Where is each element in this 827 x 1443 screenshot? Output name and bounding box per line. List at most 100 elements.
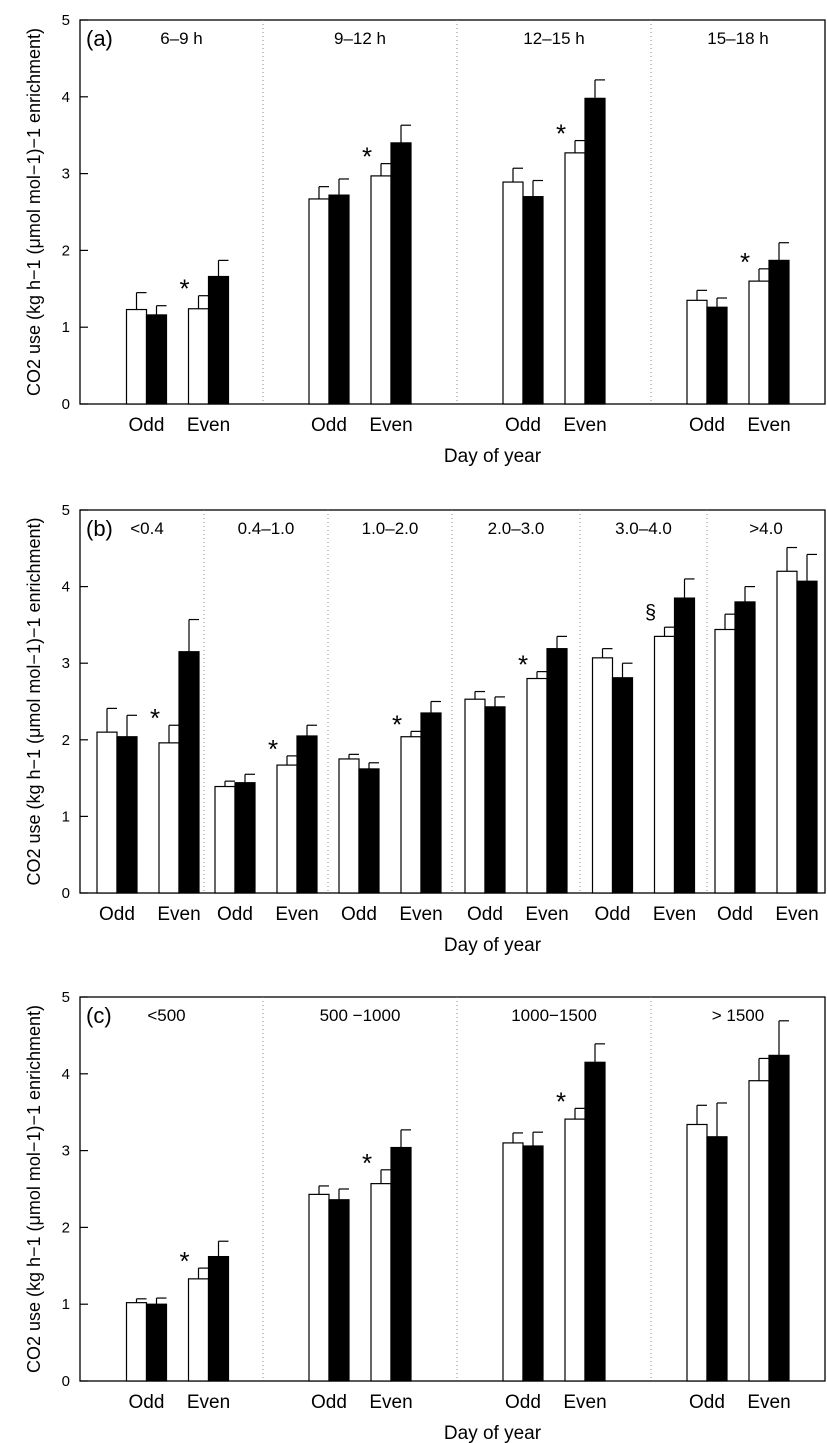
bar-odd-open	[686, 1123, 708, 1382]
bar-even-filled	[420, 712, 442, 894]
significance-marker: *	[179, 1246, 189, 1276]
bar-even-open	[370, 1183, 392, 1382]
bar-odd-open	[502, 181, 524, 405]
bar-even-filled	[207, 275, 230, 405]
bar-even-filled	[673, 597, 696, 894]
x-category-label: Even	[653, 904, 696, 925]
x-category-label: Even	[563, 415, 606, 436]
x-category-label: Odd	[311, 415, 347, 436]
bar-even-open	[187, 308, 210, 405]
bar-even-filled	[207, 1255, 230, 1382]
plot-frame	[79, 19, 826, 405]
y-tick-label: 5	[62, 502, 70, 519]
bar-odd-filled	[328, 1199, 350, 1382]
panel-tag: (a)	[86, 26, 113, 51]
x-category-label: Odd	[341, 904, 377, 925]
group-label: >4.0	[749, 519, 783, 538]
y-tick-label: 1	[62, 319, 70, 336]
bar-even-filled	[796, 580, 818, 894]
bar-odd-filled	[145, 314, 168, 405]
significance-marker: *	[362, 1148, 372, 1178]
y-tick-label: 1	[62, 1296, 70, 1313]
bar-odd-filled	[611, 677, 634, 894]
group-label: 9–12 h	[334, 29, 386, 48]
x-category-label: Even	[187, 1392, 230, 1413]
y-tick-label: 3	[62, 166, 70, 183]
significance-marker: *	[556, 119, 566, 149]
group-label: 1.0–2.0	[362, 519, 419, 538]
x-category-label: Even	[369, 1392, 412, 1413]
bar-odd-open	[214, 785, 236, 894]
significance-marker: *	[150, 703, 160, 733]
bar-even-filled	[178, 651, 200, 894]
x-axis-label: Day of year	[444, 1423, 542, 1443]
group-label: 6–9 h	[160, 29, 203, 48]
y-tick-label: 3	[62, 655, 70, 672]
group-label: 12–15 h	[523, 29, 584, 48]
bar-odd-open	[714, 628, 736, 894]
y-axis-label: CO2 use (kg h−1 (μmol mol−1)−1 enrichmen…	[24, 28, 44, 396]
panel-tag: (b)	[86, 516, 113, 541]
bar-even-filled	[768, 259, 790, 405]
group-label: <0.4	[130, 519, 164, 538]
bar-odd-filled	[522, 196, 544, 405]
bar-even-open	[400, 736, 422, 894]
y-tick-label: 4	[62, 89, 70, 106]
bar-odd-open	[308, 198, 330, 405]
x-category-label: Odd	[717, 904, 753, 925]
bar-even-open	[526, 677, 548, 894]
y-tick-label: 0	[62, 396, 70, 413]
y-tick-label: 5	[62, 989, 70, 1006]
x-category-label: Odd	[505, 1392, 541, 1413]
bar-odd-filled	[116, 736, 138, 894]
bar-even-filled	[390, 142, 412, 405]
y-tick-label: 2	[62, 242, 70, 259]
significance-marker: *	[362, 142, 372, 172]
x-category-label: Odd	[99, 904, 135, 925]
significance-marker: *	[740, 247, 750, 277]
bar-even-filled	[296, 735, 318, 894]
x-category-label: Even	[747, 1392, 790, 1413]
bar-even-open	[564, 1118, 586, 1382]
group-label: 15–18 h	[707, 29, 768, 48]
y-tick-label: 0	[62, 885, 70, 902]
bar-odd-filled	[522, 1145, 544, 1382]
x-category-label: Odd	[689, 415, 725, 436]
bar-even-filled	[390, 1146, 412, 1382]
bar-odd-filled	[706, 1136, 728, 1382]
x-category-label: Odd	[505, 415, 541, 436]
group-label: <500	[147, 1006, 185, 1025]
significance-marker: §	[645, 602, 656, 624]
x-category-label: Even	[187, 415, 230, 436]
y-tick-label: 0	[62, 1373, 70, 1390]
bar-even-open	[653, 635, 676, 894]
x-category-label: Even	[369, 415, 412, 436]
bar-odd-filled	[234, 782, 256, 894]
y-tick-label: 2	[62, 732, 70, 749]
group-label: 0.4–1.0	[238, 519, 295, 538]
significance-marker: *	[179, 274, 189, 304]
bar-even-open	[564, 152, 586, 405]
bar-even-filled	[584, 97, 606, 405]
bar-odd-filled	[706, 306, 728, 405]
group-label: 2.0–3.0	[488, 519, 545, 538]
bar-odd-open	[125, 308, 148, 405]
significance-marker: *	[556, 1086, 566, 1116]
bar-odd-filled	[328, 194, 350, 405]
bar-odd-filled	[145, 1303, 168, 1382]
bar-odd-open	[308, 1193, 330, 1382]
bar-odd-open	[96, 731, 118, 894]
x-axis-label: Day of year	[444, 446, 542, 467]
x-category-label: Even	[563, 1392, 606, 1413]
significance-marker: *	[392, 709, 402, 739]
plot-frame	[79, 996, 826, 1382]
significance-marker: *	[518, 650, 528, 680]
x-category-label: Odd	[129, 1392, 165, 1413]
bar-odd-open	[686, 299, 708, 405]
group-label: 3.0–4.0	[615, 519, 672, 538]
bar-even-open	[370, 175, 392, 405]
x-category-label: Even	[775, 904, 818, 925]
bar-even-filled	[584, 1061, 606, 1382]
group-label: 1000−1500	[511, 1006, 597, 1025]
bar-even-open	[748, 280, 770, 405]
